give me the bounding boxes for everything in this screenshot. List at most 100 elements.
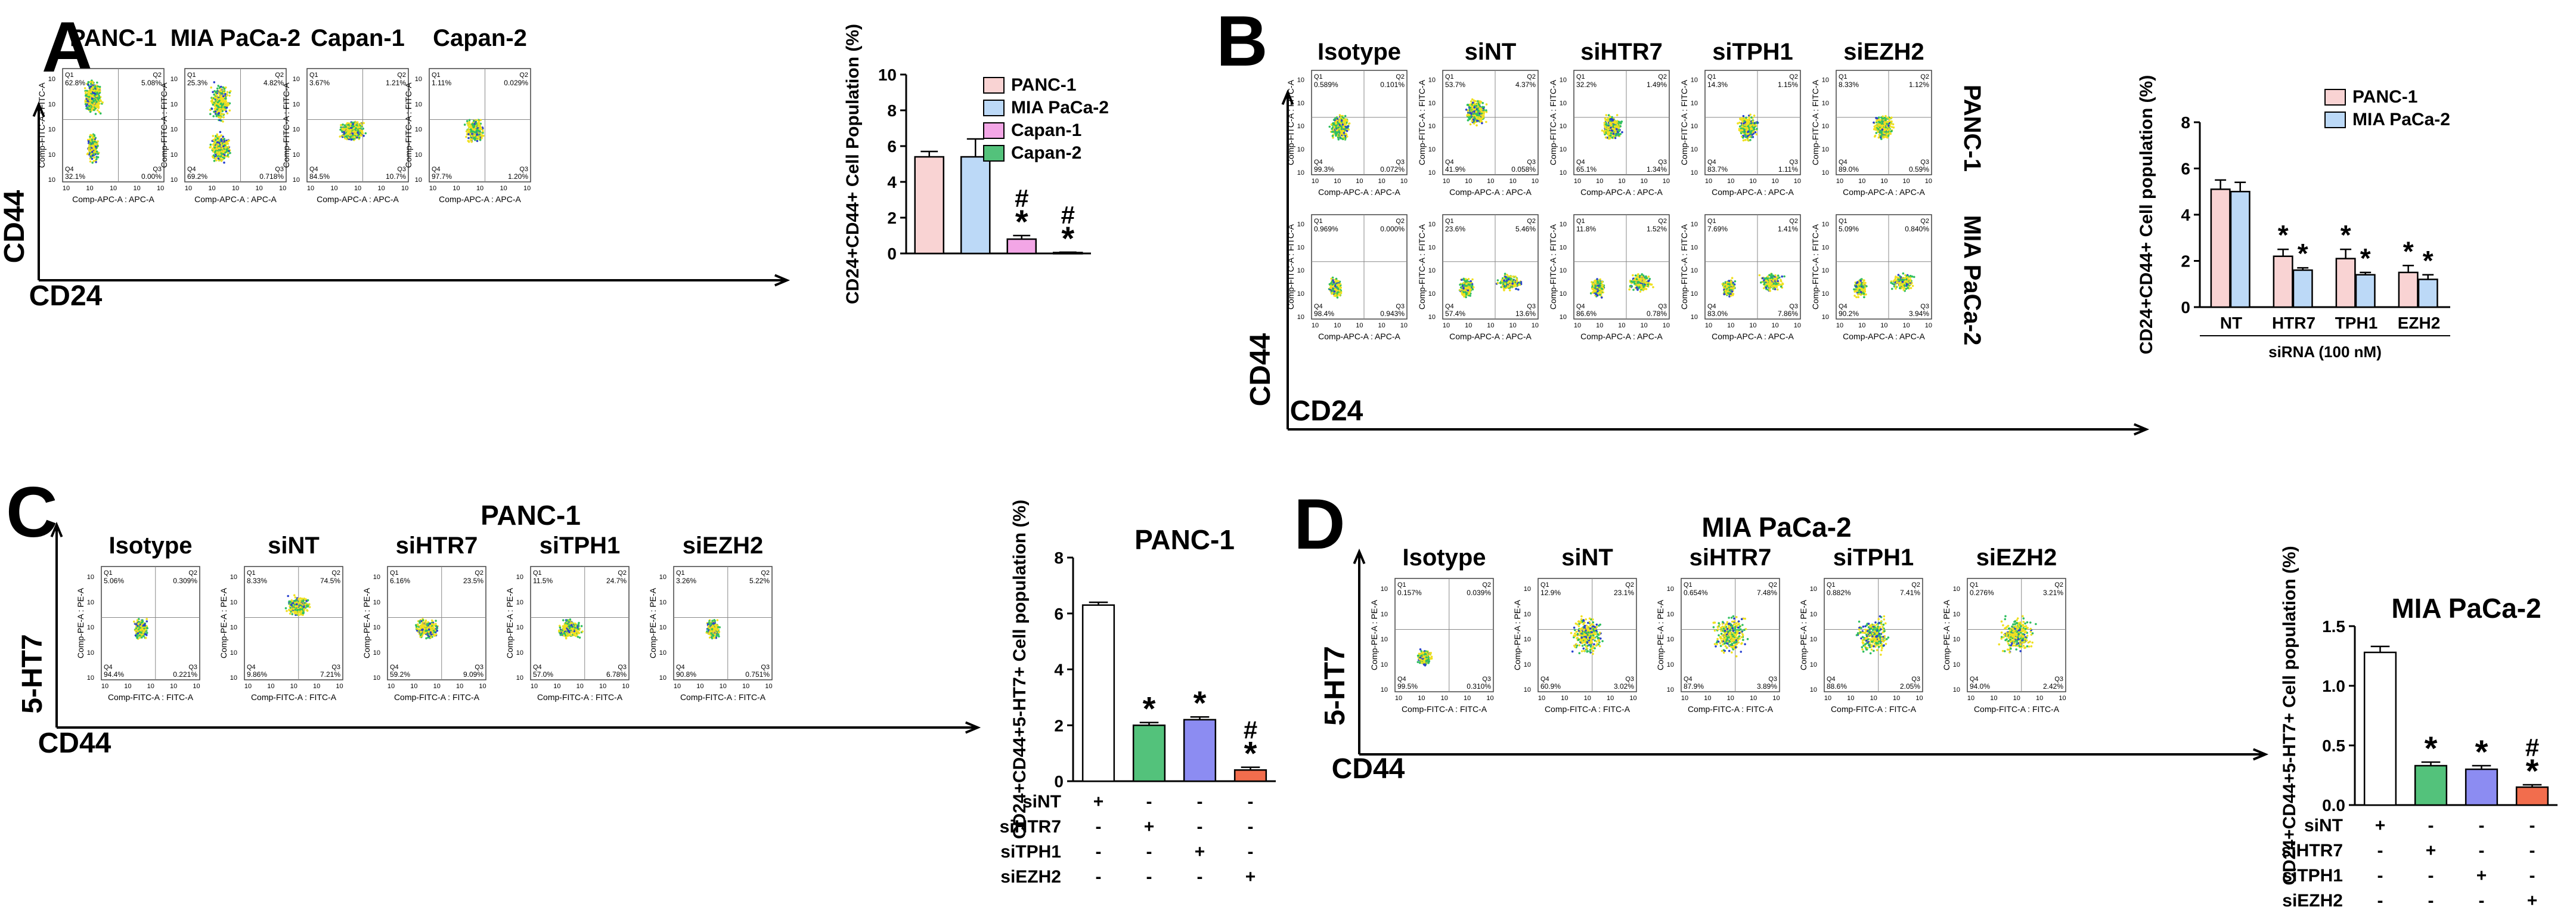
event-dot [91,154,94,157]
event-dot [1496,279,1499,281]
quadrant-q1-value: 25.3% [187,79,207,87]
event-dot [1649,283,1651,286]
x-tick: 10 [1532,322,1539,329]
event-dot [224,92,227,95]
event-dot [222,116,225,119]
event-dot [475,122,478,125]
quadrant-q1-value: 0.969% [1314,225,1338,233]
event-dot [94,113,97,115]
event-dot [226,112,229,114]
event-dot [1471,101,1474,104]
y-tick: 10 [1297,290,1304,298]
event-dot [1635,278,1638,281]
event-dot [1464,291,1467,294]
event-dot [92,99,95,101]
sample-title: siNT [1465,39,1517,65]
event-dot [1338,131,1341,134]
event-dot [1515,280,1518,283]
y-tick: 10 [415,126,422,134]
event-dot [218,93,221,96]
event-dot [220,106,223,109]
y-tick: 10 [1560,146,1567,153]
event-dot [224,147,227,149]
quadrant-q4-value: 57.4% [1445,309,1465,318]
flow-x-label: Comp-APC-A : APC-A [1580,187,1663,197]
event-dot [1616,123,1619,126]
flow-x-label: Comp-APC-A : APC-A [1318,332,1400,341]
event-dot [1634,274,1637,277]
event-dot [216,108,219,111]
event-dot [94,92,97,95]
event-dot [89,94,91,96]
quadrant-id: Q1 [187,72,196,79]
event-dot [98,111,101,113]
event-dot [223,157,225,160]
event-dot [1341,123,1344,126]
panel-label-b: B [1216,1,1268,81]
event-dot [362,135,365,137]
event-dot [1601,296,1603,299]
event-dot [1335,280,1338,283]
quadrant-q2-value: 5.46% [1515,225,1536,233]
event-dot [209,109,212,112]
y-tick: 10 [48,151,55,159]
x-tick: 10 [307,185,314,192]
event-dot [215,159,218,162]
event-dot [209,146,212,148]
event-dot [1347,125,1349,128]
event-dot [1606,133,1609,136]
event-dot [1337,138,1340,141]
event-dot [1594,279,1597,282]
event-dot [1344,114,1347,117]
event-dot [88,105,91,108]
event-dot [1337,291,1340,293]
event-dot [1463,295,1465,298]
x-tick: 10 [63,185,70,192]
quadrant-id: Q2 [1527,218,1536,225]
event-dot [89,141,92,144]
event-dot [1336,296,1339,299]
event-dot [1594,286,1597,288]
event-dot [1335,277,1338,280]
quadrant-id: Q1 [1445,73,1454,81]
event-dot [1503,277,1505,280]
event-dot [214,151,216,153]
event-dot [1642,281,1644,283]
event-dot [1608,115,1611,118]
y-tick: 10 [1428,76,1436,83]
y-tick: 10 [1428,221,1436,228]
event-dot [1471,278,1474,281]
event-dot [90,88,92,91]
y-tick: 10 [415,101,422,108]
event-dot [1636,281,1639,284]
quadrant-id: Q4 [65,166,74,173]
event-dot [1463,293,1466,296]
event-dot [96,81,98,84]
event-dot [88,144,91,147]
event-dot [1611,116,1613,119]
event-dot [349,135,352,138]
event-dot [210,107,213,110]
event-dot [91,82,94,85]
quadrant-q3-value: 0.00% [141,172,162,181]
x-axis-label-a: CD24 [29,280,103,312]
event-dot [91,162,94,164]
event-dot [1629,285,1632,287]
event-dot [227,102,230,105]
event-dot [1462,281,1465,284]
event-dot [212,135,215,137]
flow-y-label: Comp-FITC-A : FITC-A [404,82,413,168]
y-tick: 10 [1428,169,1436,177]
event-dot [97,109,99,112]
event-dot [229,151,231,154]
event-dot [1501,280,1504,283]
event-dot [216,133,219,136]
event-dot [222,86,225,89]
flow-y-label: Comp-FITC-A : FITC-A [1417,79,1427,165]
event-dot [92,143,94,145]
event-dot [1332,131,1335,133]
event-dot [1605,124,1608,126]
